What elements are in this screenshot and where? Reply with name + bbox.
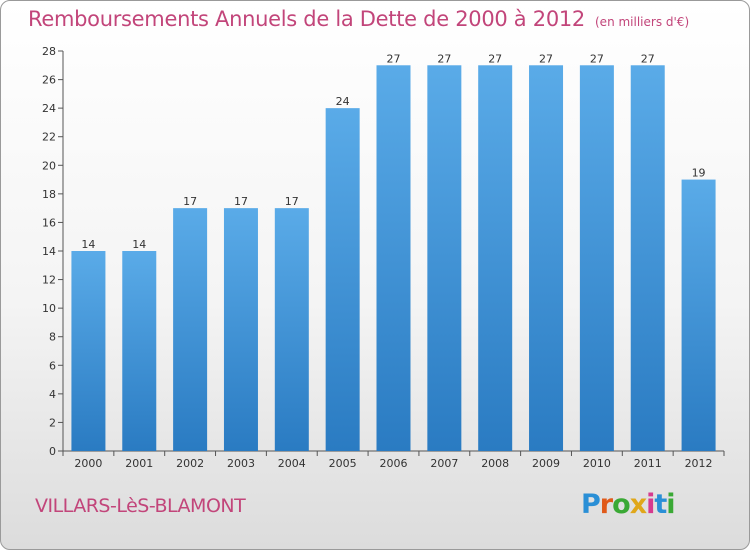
logo-letter: i bbox=[666, 489, 675, 520]
bar[interactable] bbox=[427, 65, 462, 452]
bar-value-label: 17 bbox=[234, 195, 248, 208]
bar-value-label: 27 bbox=[437, 52, 451, 65]
y-tick-label: 14 bbox=[42, 245, 56, 258]
bar[interactable] bbox=[681, 179, 716, 452]
y-tick-label: 18 bbox=[42, 188, 56, 201]
value-labels: 14 14 17 17 17 24 27 27 27 27 27 27 19 bbox=[81, 52, 705, 251]
bar-value-label: 27 bbox=[590, 52, 604, 65]
bar[interactable] bbox=[579, 65, 614, 452]
y-tick-label: 8 bbox=[49, 331, 56, 344]
logo-letter: t bbox=[654, 489, 667, 520]
bar[interactable] bbox=[630, 65, 665, 452]
x-tick-label: 2003 bbox=[227, 457, 255, 470]
y-tick-label: 0 bbox=[49, 445, 56, 458]
x-tick-label: 2002 bbox=[176, 457, 204, 470]
bar[interactable] bbox=[274, 208, 309, 451]
y-tick-label: 26 bbox=[42, 74, 56, 87]
x-tick-label: 2012 bbox=[685, 457, 713, 470]
bar-value-label: 27 bbox=[641, 52, 655, 65]
x-tick-label: 2004 bbox=[278, 457, 306, 470]
bar[interactable] bbox=[223, 208, 258, 451]
bar[interactable] bbox=[478, 65, 513, 452]
bar-value-label: 14 bbox=[81, 238, 95, 251]
bar[interactable] bbox=[71, 251, 106, 451]
bar[interactable] bbox=[122, 251, 157, 451]
y-tick-label: 24 bbox=[42, 102, 56, 115]
bars bbox=[71, 65, 716, 452]
logo-letter: P bbox=[581, 489, 601, 520]
logo-letter: i bbox=[646, 489, 655, 520]
bar-value-label: 19 bbox=[692, 167, 706, 180]
bar-value-label: 27 bbox=[387, 52, 401, 65]
bar[interactable] bbox=[529, 65, 564, 452]
bar[interactable] bbox=[173, 208, 208, 451]
y-tick-label: 4 bbox=[49, 388, 56, 401]
logo-letter: x bbox=[629, 489, 647, 520]
proxiti-logo[interactable]: Proxiti bbox=[581, 489, 676, 520]
logo-letter: r bbox=[599, 489, 613, 520]
y-tick-label: 12 bbox=[42, 274, 56, 287]
x-axis: 2000 2001 2002 2003 2004 2005 2006 2007 2008 2009… bbox=[62, 450, 725, 470]
x-tick-label: 2008 bbox=[481, 457, 509, 470]
logo-letter: o bbox=[612, 489, 631, 520]
chart-subtitle: (en milliers d'€) bbox=[595, 15, 690, 29]
bar-value-label: 17 bbox=[183, 195, 197, 208]
x-tick-label: 2011 bbox=[634, 457, 662, 470]
x-tick-label: 2005 bbox=[329, 457, 357, 470]
y-tick-label: 6 bbox=[49, 359, 56, 372]
x-tick-label: 2006 bbox=[380, 457, 408, 470]
y-tick-label: 20 bbox=[42, 159, 56, 172]
y-tick-label: 2 bbox=[49, 416, 56, 429]
bar[interactable] bbox=[376, 65, 411, 452]
y-tick-label: 28 bbox=[42, 45, 56, 58]
x-tick-label: 2000 bbox=[74, 457, 102, 470]
x-tick-label: 2010 bbox=[583, 457, 611, 470]
chart-title: Remboursements Annuels de la Dette de 20… bbox=[28, 7, 585, 31]
chart-header: Remboursements Annuels de la Dette de 20… bbox=[28, 7, 689, 31]
commune-name: VILLARS-LèS-BLAMONT bbox=[35, 495, 246, 517]
bar-value-label: 24 bbox=[336, 95, 350, 108]
bar-value-label: 27 bbox=[539, 52, 553, 65]
bar-value-label: 14 bbox=[132, 238, 146, 251]
x-tick-label: 2007 bbox=[430, 457, 458, 470]
bar-value-label: 27 bbox=[488, 52, 502, 65]
y-tick-label: 22 bbox=[42, 131, 56, 144]
y-tick-label: 10 bbox=[42, 302, 56, 315]
y-tick-label: 16 bbox=[42, 216, 56, 229]
bar[interactable] bbox=[325, 108, 360, 452]
x-tick-label: 2009 bbox=[532, 457, 560, 470]
x-tick-label: 2001 bbox=[125, 457, 153, 470]
bar-value-label: 17 bbox=[285, 195, 299, 208]
